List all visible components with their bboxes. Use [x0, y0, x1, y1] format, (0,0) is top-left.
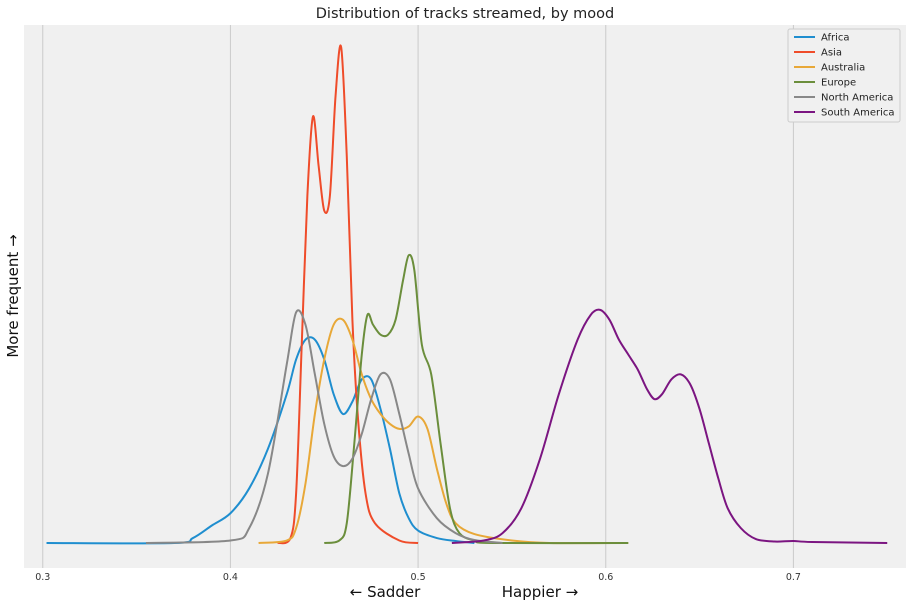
legend-label-asia: Asia	[821, 48, 842, 59]
x-tick-labels: 0.3 0.4 0.5 0.6 0.7	[35, 572, 801, 583]
series-lines	[46, 44, 888, 545]
legend-label-south-america: South America	[821, 108, 895, 119]
x-axis-label-right: Happier →	[502, 583, 578, 601]
series-line-africa	[46, 336, 475, 545]
plot-background	[24, 25, 906, 568]
series-line-europe	[324, 253, 629, 545]
legend: Africa Asia Australia Europe North America So…	[787, 28, 901, 123]
x-tick-label: 0.3	[35, 572, 50, 583]
series-line-north-america	[145, 309, 503, 544]
x-tick-label: 0.6	[598, 572, 613, 583]
x-tick-label: 0.5	[411, 572, 426, 583]
y-axis-label: More frequent →	[4, 234, 22, 357]
x-axis-label-left: ← Sadder	[350, 583, 421, 601]
series-line-australia	[258, 317, 629, 545]
x-tick-label: 0.7	[786, 572, 801, 583]
series-line-south-america	[451, 308, 888, 544]
legend-label-europe: Europe	[821, 78, 856, 89]
legend-label-africa: Africa	[821, 33, 850, 44]
legend-label-north-america: North America	[821, 93, 893, 104]
x-tick-label: 0.4	[223, 572, 238, 583]
legend-label-australia: Australia	[821, 63, 865, 74]
series-line-asia	[276, 44, 419, 545]
chart-title: Distribution of tracks streamed, by mood	[316, 6, 614, 22]
legend-box	[787, 28, 901, 123]
